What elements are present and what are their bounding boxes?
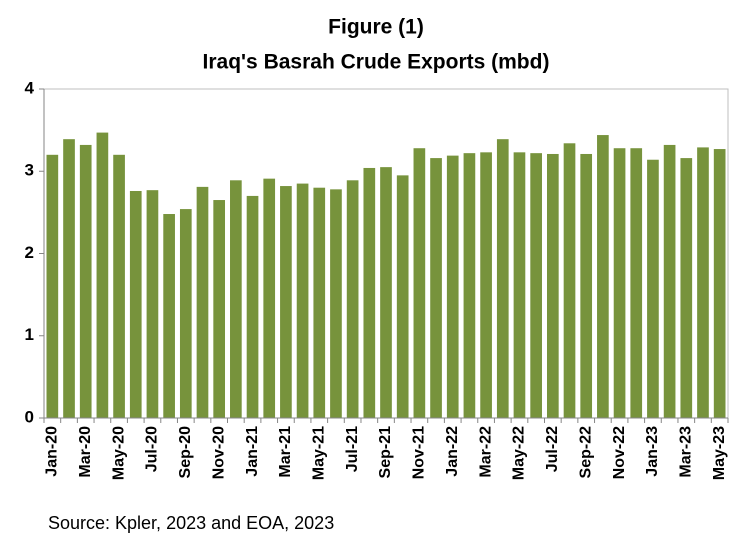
bar <box>647 159 659 419</box>
bar <box>146 190 159 418</box>
bar <box>163 214 175 418</box>
x-tick-label: Jul-21 <box>344 426 361 472</box>
x-tick-label: Jan-21 <box>244 426 261 477</box>
x-tick-label: Sep-22 <box>577 426 594 479</box>
bar <box>330 189 342 418</box>
bar <box>363 167 376 418</box>
bar <box>79 144 92 418</box>
bar <box>463 153 476 418</box>
y-tick-label: 2 <box>25 243 34 262</box>
bar <box>413 148 426 418</box>
bar <box>630 148 643 418</box>
bar <box>713 149 726 419</box>
bar <box>113 154 125 419</box>
bar <box>480 152 492 418</box>
bar <box>563 143 576 418</box>
bar <box>46 154 59 419</box>
bar <box>263 178 276 418</box>
x-tick-label: Sep-20 <box>177 426 194 479</box>
x-tick-label: Nov-20 <box>210 426 227 479</box>
bar <box>546 153 559 419</box>
x-tick-label: Jul-20 <box>144 426 161 472</box>
bar <box>496 139 509 419</box>
bar <box>346 180 359 418</box>
y-tick-label: 0 <box>25 407 34 426</box>
source-note: Source: Kpler, 2023 and EOA, 2023 <box>48 513 334 533</box>
bar <box>697 147 709 418</box>
x-tick-label: Nov-21 <box>411 426 428 479</box>
x-tick-label: Jan-22 <box>444 426 461 477</box>
chart-subtitle: Iraq's Basrah Crude Exports (mbd) <box>203 51 550 74</box>
bar <box>296 183 309 418</box>
bar <box>246 195 259 418</box>
bar <box>213 200 226 418</box>
bar <box>513 152 526 418</box>
y-tick-label: 3 <box>25 161 34 180</box>
bar <box>396 175 409 418</box>
bar <box>580 153 593 419</box>
y-tick-label: 4 <box>25 78 35 97</box>
bar <box>446 155 459 418</box>
bar <box>663 144 676 418</box>
x-tick-label: Jan-23 <box>644 426 661 477</box>
bar <box>63 139 75 419</box>
bar <box>129 190 142 418</box>
bar <box>680 158 693 418</box>
bar <box>380 167 392 418</box>
x-tick-label: Sep-21 <box>377 426 394 479</box>
x-tick-label: Mar-22 <box>477 426 494 478</box>
x-tick-label: May-23 <box>711 426 728 480</box>
y-tick-label: 1 <box>25 325 34 344</box>
x-tick-label: May-20 <box>110 426 127 480</box>
bar <box>597 135 609 418</box>
x-tick-label: Mar-21 <box>277 426 294 478</box>
x-tick-label: May-21 <box>310 426 327 480</box>
bar <box>196 186 209 418</box>
x-tick-label: Jan-20 <box>44 426 61 477</box>
x-tick-label: Mar-23 <box>678 426 695 478</box>
x-tick-label: Jul-22 <box>544 426 561 472</box>
bar <box>313 187 326 418</box>
x-tick-label: Nov-22 <box>611 426 628 479</box>
chart-title: Figure (1) <box>328 16 424 39</box>
bar <box>530 153 542 418</box>
bar <box>230 180 242 418</box>
bar <box>280 186 292 418</box>
x-tick-label: May-22 <box>511 426 528 480</box>
bar <box>613 148 626 418</box>
bar <box>430 158 442 418</box>
bar <box>179 209 192 418</box>
bar <box>96 132 109 418</box>
x-tick-label: Mar-20 <box>77 426 94 478</box>
